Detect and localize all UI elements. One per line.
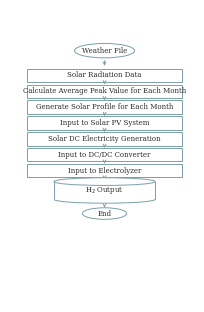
Text: Calculate Average Peak Value for Each Month: Calculate Average Peak Value for Each Mo… xyxy=(23,87,186,95)
Bar xyxy=(27,69,182,82)
Bar xyxy=(27,132,182,146)
Text: Generate Solar Profile for Each Month: Generate Solar Profile for Each Month xyxy=(36,103,173,111)
Bar xyxy=(27,164,182,177)
Bar xyxy=(27,100,182,114)
Text: Input to DC/DC Converter: Input to DC/DC Converter xyxy=(58,151,151,159)
Bar xyxy=(54,182,155,199)
Bar xyxy=(27,116,182,130)
Text: Input to Solar PV System: Input to Solar PV System xyxy=(60,119,149,127)
Text: H$_2$ Output: H$_2$ Output xyxy=(85,185,124,196)
Text: Weather File: Weather File xyxy=(82,47,127,55)
Text: End: End xyxy=(98,210,112,217)
Bar xyxy=(27,85,182,98)
Text: Solar DC Electricity Generation: Solar DC Electricity Generation xyxy=(48,135,161,143)
Text: Input to Electrolyzer: Input to Electrolyzer xyxy=(68,167,141,174)
Ellipse shape xyxy=(74,43,135,58)
Ellipse shape xyxy=(54,196,155,203)
Ellipse shape xyxy=(54,178,155,185)
Bar xyxy=(27,148,182,161)
Text: Solar Radiation Data: Solar Radiation Data xyxy=(67,71,142,79)
Ellipse shape xyxy=(82,208,127,219)
